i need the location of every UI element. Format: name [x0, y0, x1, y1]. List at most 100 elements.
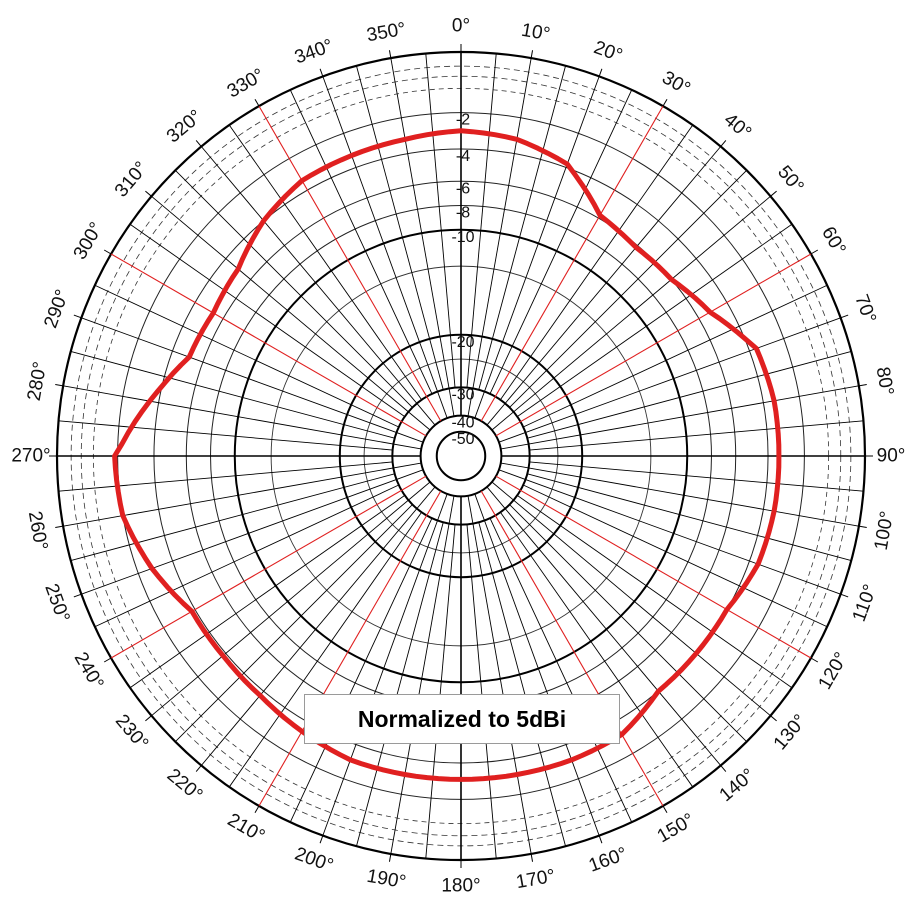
outer-tick [55, 383, 64, 387]
outer-tick [858, 383, 867, 387]
grid-spoke [491, 195, 771, 431]
grid-spoke [70, 473, 395, 561]
radial-tick-label: -2 [456, 112, 470, 129]
grid-spoke [94, 284, 399, 428]
outer-tick [319, 68, 324, 77]
angle-tick-label: 110° [849, 582, 882, 625]
outer-tick [598, 68, 603, 77]
angle-tick-label: 60° [817, 223, 850, 258]
outer-tick [55, 525, 64, 529]
angle-tick-label: 240° [70, 649, 108, 694]
grid-spoke [478, 65, 566, 390]
outer-tick [254, 98, 260, 107]
grid-spoke-red [258, 105, 442, 422]
grid-spoke [425, 524, 456, 859]
angle-tick-label: 100° [871, 510, 899, 552]
grid-spoke [509, 170, 747, 408]
grid-spoke [151, 481, 431, 717]
grid-spoke-red [495, 475, 812, 659]
polar-grid [49, 44, 873, 868]
grid-spoke [500, 385, 859, 450]
outer-tick [810, 249, 819, 255]
grid-spoke [491, 481, 771, 717]
grid-spoke [356, 65, 444, 390]
outer-tick [662, 805, 668, 814]
angle-tick-label: 0° [452, 16, 470, 37]
outer-tick [770, 715, 777, 722]
angle-tick-label: 40° [720, 109, 756, 144]
angle-tick-label: 210° [224, 809, 269, 847]
outer-tick [598, 835, 603, 844]
angle-tick-label: 350° [365, 19, 407, 47]
outer-tick [840, 314, 849, 319]
grid-spoke [129, 223, 405, 417]
grid-spoke [228, 512, 422, 788]
grid-spoke [489, 89, 633, 394]
angle-tick-label: 320° [163, 106, 207, 147]
grid-spoke [509, 504, 747, 742]
angle-tick-label: 190° [365, 866, 407, 894]
grid-spoke [527, 473, 852, 561]
outer-tick [388, 853, 392, 862]
outer-tick [145, 190, 152, 197]
angle-tick-label: 260° [24, 510, 52, 552]
grid-spoke [498, 469, 841, 595]
grid-spoke-red [258, 490, 442, 807]
grid-spoke [500, 124, 694, 400]
angle-tick-label: 50° [773, 162, 808, 198]
angle-tick-label: 250° [40, 581, 73, 625]
normalization-note: Normalized to 5dBi [304, 694, 620, 744]
angle-tick-label: 140° [716, 765, 760, 806]
angle-tick-label: 120° [814, 649, 852, 694]
angle-tick-label: 180° [441, 876, 480, 897]
outer-tick [720, 765, 727, 772]
grid-spoke [529, 461, 864, 492]
grid-spoke [486, 486, 722, 766]
radial-tick-label: -10 [451, 229, 474, 246]
angle-tick-label: 20° [591, 37, 625, 67]
grid-spoke [289, 89, 433, 394]
grid-spoke [466, 53, 497, 388]
outer-tick [103, 657, 112, 663]
outer-tick [388, 50, 392, 59]
angle-tick-label: 300° [70, 219, 108, 264]
grid-spoke [523, 484, 828, 628]
angle-tick-label: 130° [770, 711, 811, 755]
angle-tick-label: 220° [163, 765, 207, 806]
radial-tick-label: -30 [451, 386, 474, 403]
radial-tick-label: -4 [456, 148, 470, 165]
outer-tick [858, 525, 867, 529]
angle-tick-label: 270° [11, 446, 50, 467]
grid-spoke [523, 284, 828, 428]
grid-spoke [486, 146, 722, 426]
angle-tick-label: 330° [224, 65, 269, 103]
grid-spoke [390, 58, 455, 417]
angle-tick-label: 150° [654, 809, 699, 847]
outer-tick [73, 314, 82, 319]
grid-spoke-red [480, 105, 664, 422]
grid-spoke [390, 495, 455, 854]
outer-tick [103, 249, 112, 255]
grid-spoke [175, 170, 413, 408]
outer-tick [73, 593, 82, 598]
grid-spoke-red [495, 253, 812, 437]
radial-tick-label: -40 [451, 415, 474, 432]
series-line [112, 128, 782, 782]
grid-spoke [228, 124, 422, 400]
angle-tick-label: 80° [872, 365, 898, 397]
grid-spoke [500, 512, 694, 788]
grid-spoke [200, 146, 436, 426]
grid-spoke [467, 58, 532, 417]
grid-spoke [474, 76, 600, 419]
angle-tick-label: 30° [658, 67, 693, 100]
grid-spoke [356, 522, 444, 847]
radial-tick-label: -20 [451, 334, 474, 351]
outer-tick [254, 805, 260, 814]
angle-tick-label: 10° [520, 20, 552, 46]
grid-spoke [489, 518, 633, 823]
angle-tick-label: 310° [111, 158, 152, 202]
grid-spoke [81, 317, 424, 443]
grid-spoke [289, 518, 433, 823]
grid-spoke [517, 495, 793, 689]
grid-spoke [200, 486, 436, 766]
